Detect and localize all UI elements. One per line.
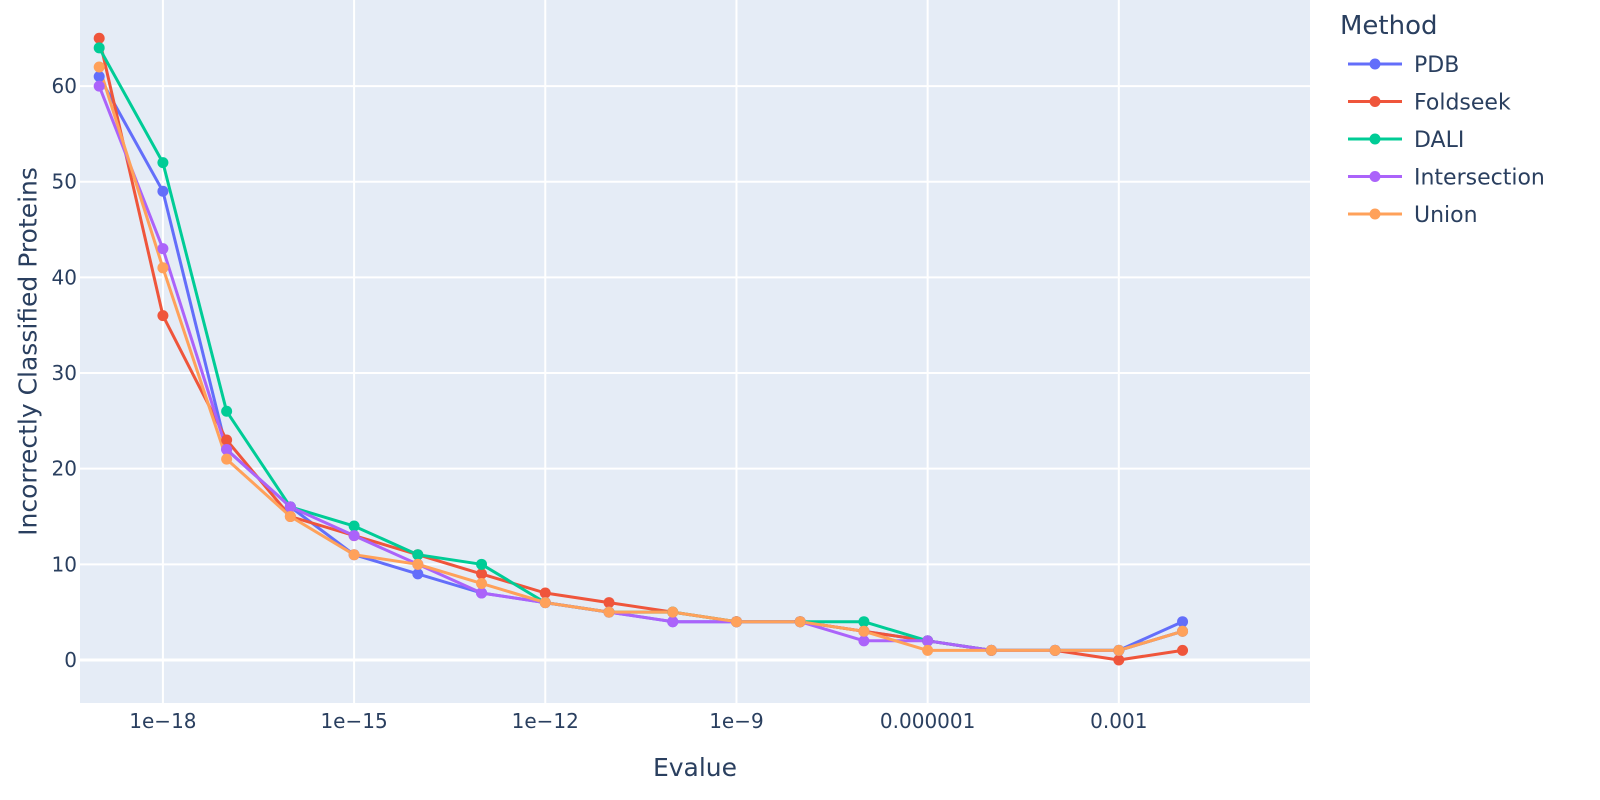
data-point-intersection[interactable] <box>221 444 233 456</box>
data-point-union[interactable] <box>93 61 105 73</box>
data-point-union[interactable] <box>985 644 997 656</box>
legend-item-dali[interactable]: DALI <box>1348 128 1464 153</box>
data-point-foldseek[interactable] <box>539 587 551 599</box>
legend-item-foldseek[interactable]: Foldseek <box>1348 91 1511 116</box>
data-point-union[interactable] <box>539 597 551 609</box>
data-point-pdb[interactable] <box>1177 616 1189 628</box>
data-point-union[interactable] <box>221 453 233 465</box>
data-point-union[interactable] <box>730 616 742 628</box>
data-point-union[interactable] <box>476 577 488 589</box>
legend-label-intersection: Intersection <box>1414 166 1545 191</box>
data-point-union[interactable] <box>794 616 806 628</box>
legend-item-union[interactable]: Union <box>1348 203 1478 228</box>
legend-label-union: Union <box>1414 203 1478 228</box>
series-lines <box>97 37 1184 662</box>
x-tick-label: 1e−12 <box>512 709 579 733</box>
legend-title: Method <box>1340 11 1438 41</box>
legend-marker-dali <box>1369 133 1381 145</box>
data-point-union[interactable] <box>922 644 934 656</box>
series-points <box>93 32 1189 666</box>
x-gridlines <box>161 0 1120 703</box>
plot-area <box>80 0 1310 703</box>
data-point-intersection[interactable] <box>858 635 870 647</box>
data-point-intersection[interactable] <box>284 501 296 513</box>
legend-marker-union <box>1369 208 1381 220</box>
data-point-union[interactable] <box>858 625 870 637</box>
x-tick-label: 1e−9 <box>709 709 764 733</box>
legend-label-foldseek: Foldseek <box>1414 91 1511 116</box>
y-tick-label: 10 <box>52 552 77 576</box>
y-tick-labels: 0 10 20 30 40 50 60 <box>52 74 77 672</box>
y-tick-label: 20 <box>52 457 77 481</box>
x-tick-label: 1e−15 <box>320 709 387 733</box>
data-point-pdb[interactable] <box>93 71 105 83</box>
data-point-union[interactable] <box>1177 625 1189 637</box>
data-point-foldseek[interactable] <box>93 32 105 44</box>
series-line-union <box>97 66 1183 652</box>
data-point-dali[interactable] <box>157 157 169 169</box>
data-point-foldseek[interactable] <box>1177 644 1189 656</box>
data-point-pdb[interactable] <box>157 185 169 197</box>
y-tick-label: 60 <box>52 74 77 98</box>
legend-label-pdb: PDB <box>1414 53 1459 78</box>
data-point-intersection[interactable] <box>348 530 360 542</box>
data-point-dali[interactable] <box>858 616 870 628</box>
legend-marker-pdb <box>1369 58 1381 70</box>
y-tick-label: 50 <box>52 170 77 194</box>
y-gridlines <box>80 85 1310 662</box>
data-point-foldseek[interactable] <box>221 434 233 446</box>
legend[interactable]: Method PDB Foldseek DALI Intersection Union <box>1340 11 1545 228</box>
x-tick-label: 0.001 <box>1090 709 1147 733</box>
data-point-dali[interactable] <box>348 520 360 532</box>
legend-item-pdb[interactable]: PDB <box>1348 53 1459 78</box>
data-point-foldseek[interactable] <box>1113 654 1125 666</box>
data-point-foldseek[interactable] <box>476 568 488 580</box>
y-axis-title: Incorrectly Classified Proteins <box>14 167 43 536</box>
data-point-union[interactable] <box>667 606 679 618</box>
data-point-dali[interactable] <box>221 405 233 417</box>
y-tick-label: 0 <box>64 648 77 672</box>
legend-marker-intersection <box>1369 171 1381 182</box>
legend-items[interactable]: PDB Foldseek DALI Intersection Union <box>1348 53 1545 228</box>
y-tick-label: 40 <box>52 265 77 289</box>
data-point-union[interactable] <box>1113 644 1125 656</box>
data-point-dali[interactable] <box>412 549 424 561</box>
data-point-foldseek[interactable] <box>157 310 169 322</box>
x-tick-labels: 1e−18 1e−15 1e−12 1e−9 0.000001 0.001 <box>129 709 1147 733</box>
data-point-intersection[interactable] <box>476 587 488 599</box>
x-axis-title: Evalue <box>653 753 737 782</box>
x-tick-label: 1e−18 <box>129 709 196 733</box>
data-point-union[interactable] <box>284 510 296 522</box>
legend-marker-foldseek <box>1369 96 1381 107</box>
data-point-union[interactable] <box>1049 644 1061 656</box>
data-point-intersection[interactable] <box>93 80 105 92</box>
x-tick-label: 0.000001 <box>880 709 975 733</box>
data-point-intersection[interactable] <box>922 635 934 647</box>
y-tick-label: 30 <box>52 361 77 385</box>
data-point-union[interactable] <box>603 606 615 618</box>
data-point-pdb[interactable] <box>412 568 424 580</box>
data-point-foldseek[interactable] <box>603 597 615 609</box>
data-point-union[interactable] <box>348 549 360 561</box>
data-point-dali[interactable] <box>93 42 105 54</box>
data-point-dali[interactable] <box>476 558 488 570</box>
legend-item-intersection[interactable]: Intersection <box>1348 166 1545 191</box>
legend-label-dali: DALI <box>1414 128 1464 153</box>
data-point-union[interactable] <box>157 262 169 274</box>
data-point-union[interactable] <box>412 558 424 570</box>
data-point-intersection[interactable] <box>157 243 169 255</box>
data-point-intersection[interactable] <box>667 616 679 628</box>
